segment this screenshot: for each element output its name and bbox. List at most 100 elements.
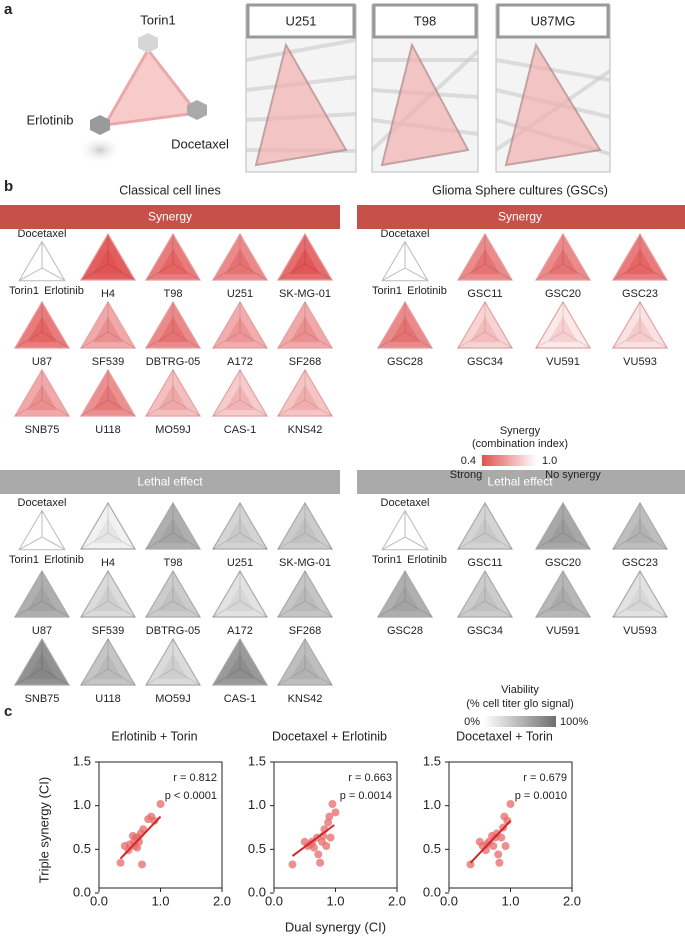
y-tick-label: 0.5 bbox=[248, 841, 266, 856]
spoke bbox=[639, 331, 668, 349]
legend-title: Viability bbox=[501, 684, 539, 696]
cell-label: H4 bbox=[101, 288, 115, 300]
point bbox=[288, 860, 297, 869]
point bbox=[466, 860, 475, 869]
fit-line bbox=[119, 815, 162, 860]
inner-triangle bbox=[290, 384, 320, 411]
inner-triangle bbox=[158, 248, 188, 275]
cell-label: KNS42 bbox=[288, 424, 323, 436]
cell-label: H4 bbox=[101, 557, 115, 569]
key-label: Torin1 bbox=[9, 285, 39, 297]
spoke bbox=[80, 668, 109, 686]
point bbox=[150, 816, 159, 825]
inner-triangle bbox=[93, 248, 123, 275]
key-spoke bbox=[381, 536, 406, 551]
legend-tick: 100% bbox=[560, 716, 588, 728]
y-tick-label: 0.0 bbox=[248, 884, 266, 899]
spoke bbox=[212, 399, 241, 417]
box-header bbox=[496, 3, 610, 39]
network-edge bbox=[495, 58, 611, 82]
inner-triangle bbox=[470, 517, 500, 544]
spoke bbox=[212, 600, 241, 618]
inner-triangle bbox=[93, 585, 123, 612]
cell-label: U251 bbox=[227, 557, 253, 569]
cell-label: VU591 bbox=[546, 356, 580, 368]
stat-annotation: r = 0.679 bbox=[523, 772, 567, 784]
y-tick-label: 0.0 bbox=[73, 884, 91, 899]
key-label: Torin1 bbox=[372, 285, 402, 297]
point bbox=[501, 842, 510, 850]
inner-triangle bbox=[93, 384, 123, 411]
cell-label: U118 bbox=[95, 424, 120, 436]
y-tick-label: 1.0 bbox=[73, 797, 91, 812]
key-label: Erlotinib bbox=[44, 554, 84, 566]
spoke bbox=[304, 600, 333, 618]
stat-annotation: p = 0.0014 bbox=[340, 790, 392, 802]
spoke bbox=[562, 263, 591, 281]
spoke bbox=[107, 600, 136, 618]
section-header bbox=[0, 205, 340, 229]
cell-label: CAS-1 bbox=[224, 424, 256, 436]
point bbox=[331, 808, 340, 817]
point bbox=[506, 800, 515, 808]
spoke bbox=[41, 600, 70, 618]
spoke bbox=[145, 399, 174, 417]
key-triangle bbox=[18, 509, 66, 551]
triangle bbox=[254, 42, 348, 167]
spoke bbox=[41, 668, 70, 686]
point bbox=[325, 812, 334, 821]
spoke bbox=[277, 263, 306, 281]
illustration bbox=[78, 33, 207, 164]
key-label: Docetaxel bbox=[18, 497, 67, 509]
spoke bbox=[145, 331, 174, 349]
x-tick-label: 2.0 bbox=[388, 893, 406, 908]
cell-label: T98 bbox=[164, 288, 183, 300]
cell-label: MO59J bbox=[155, 424, 190, 436]
point bbox=[322, 842, 331, 850]
y-tick-label: 0.5 bbox=[423, 841, 441, 856]
cell-label: U87 bbox=[32, 625, 52, 637]
legend-gradient bbox=[482, 455, 537, 466]
cell-label: GSC20 bbox=[545, 288, 581, 300]
key-triangle bbox=[18, 240, 66, 282]
inner-triangle bbox=[27, 316, 57, 343]
spoke bbox=[107, 331, 136, 349]
cell-label: SF539 bbox=[92, 356, 124, 368]
cell-label: SF539 bbox=[92, 625, 124, 637]
key-triangle bbox=[381, 240, 429, 282]
key-label: Erlotinib bbox=[407, 285, 447, 297]
cell-label: DBTRG-05 bbox=[146, 356, 200, 368]
cell-line-label: U251 bbox=[285, 13, 316, 28]
y-tick-label: 1.5 bbox=[73, 753, 91, 768]
point bbox=[316, 858, 325, 867]
inner-triangle bbox=[390, 316, 420, 343]
spoke bbox=[535, 263, 564, 281]
spoke bbox=[484, 600, 513, 618]
stat-annotation: r = 0.812 bbox=[173, 772, 217, 784]
key-label: Docetaxel bbox=[381, 497, 430, 509]
drug-label: Docetaxel bbox=[171, 136, 229, 151]
drug-label: Torin1 bbox=[140, 12, 175, 27]
panel-label: c bbox=[4, 703, 12, 720]
legend-tick: 0.4 bbox=[461, 455, 476, 467]
inner-triangle bbox=[548, 248, 578, 275]
inner-triangle bbox=[225, 316, 255, 343]
x-tick-label: 1.0 bbox=[151, 893, 169, 908]
spoke bbox=[304, 263, 333, 281]
spoke bbox=[172, 532, 201, 550]
cell-label: KNS42 bbox=[288, 693, 323, 705]
inner-triangle bbox=[548, 316, 578, 343]
spoke bbox=[639, 263, 668, 281]
inner-triangle bbox=[27, 653, 57, 680]
key-label: Torin1 bbox=[372, 554, 402, 566]
inner-triangle bbox=[390, 585, 420, 612]
point bbox=[497, 833, 506, 842]
spoke bbox=[535, 331, 564, 349]
key-spoke bbox=[404, 267, 429, 282]
key-spoke bbox=[18, 267, 43, 282]
spoke bbox=[404, 600, 433, 618]
key-label: Torin1 bbox=[9, 554, 39, 566]
spoke bbox=[41, 399, 70, 417]
inner-triangle bbox=[290, 316, 320, 343]
inner-triangle bbox=[225, 517, 255, 544]
